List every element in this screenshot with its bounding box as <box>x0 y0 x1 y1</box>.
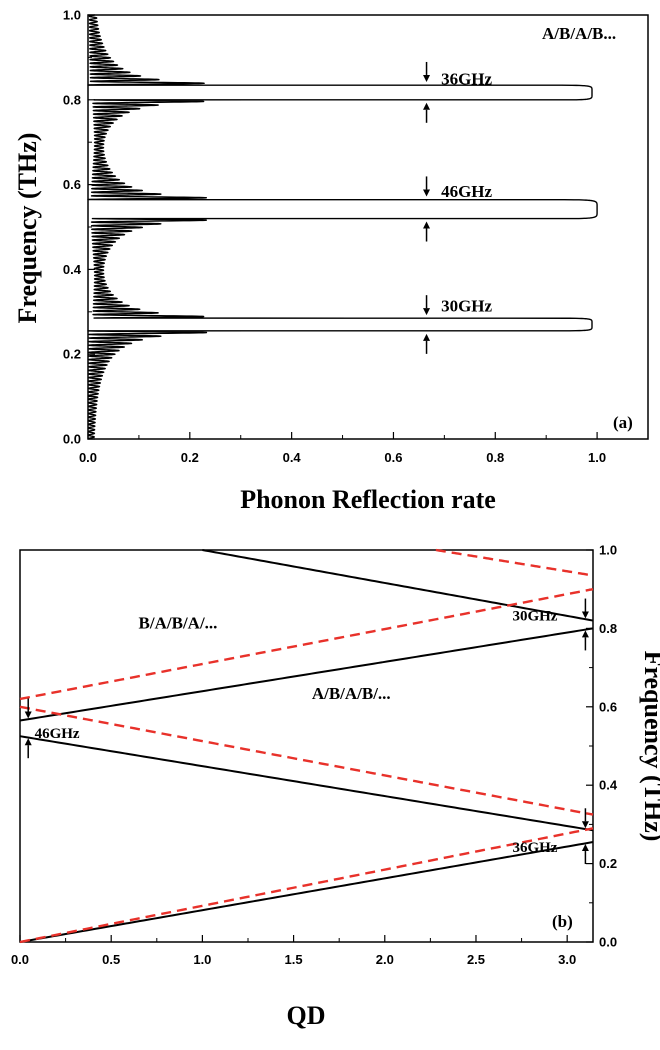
panel-b-branch-solid <box>202 549 594 622</box>
panel-a-x-tick-label: 0.2 <box>181 450 199 465</box>
panel-b-branch-dashed <box>435 548 594 577</box>
panel-a-label: (a) <box>613 413 633 432</box>
panel-b-branch-dashed <box>19 827 594 944</box>
panel-b-branch-dashed <box>19 588 594 701</box>
panel-b-arrow-36GHz-lower-head <box>581 844 589 852</box>
panel-a-x-ticks: 0.0 0.2 0.4 0.6 0.8 1.0 <box>79 432 649 465</box>
panel-b-x-tick-label: 0.0 <box>11 952 29 967</box>
panel-b-annotation: B/A/B/A/... <box>139 613 218 632</box>
panel-a-y-tick-label: 0.6 <box>63 177 81 192</box>
panel-a-y-tick-label: 0.2 <box>63 347 81 362</box>
panel-b-x-tick-label: 1.0 <box>193 952 211 967</box>
panel-a-reflection-curve <box>87 14 598 440</box>
panel-a-arrow-46GHz-upper <box>423 176 431 197</box>
panel-b-x-tick-label: 3.0 <box>558 952 576 967</box>
panel-b-y-ticks: 0.0 0.2 0.4 0.6 0.8 1.0 <box>586 543 618 950</box>
panel-a-annotations: 36GHz 46GHz 30GHz <box>441 70 492 316</box>
panel-b-branch-solid <box>19 841 594 943</box>
panel-a-y-tick-label: 1.0 <box>63 8 81 23</box>
panel-b-label: (b) <box>552 912 573 931</box>
panel-b-dispersion-chart: 0.0 0.2 0.4 0.6 0.8 1.0 0.0 0.5 1.0 1.5 2.0 2.5 3.0… <box>11 543 660 1031</box>
panel-b-arrow-46GHz-upper-head <box>24 711 32 719</box>
panel-a-arrow-36GHz-lower <box>423 102 431 123</box>
panel-b-x-axis-title: QD <box>287 1001 326 1030</box>
panel-a-reflection-chart: 0.0 0.2 0.4 0.6 0.8 1.0 0.0 0.2 0.4 0.6 0.8 1.0 36… <box>13 8 649 514</box>
panel-a-arrow-46GHz-lower <box>423 221 431 242</box>
panel-b-x-tick-label: 2.5 <box>467 952 485 967</box>
panel-a-plot-frame <box>87 14 649 440</box>
panel-b-x-tick-label: 2.0 <box>376 952 394 967</box>
panel-a-arrow-46GHz-lower-head <box>423 221 431 229</box>
panel-b-y-axis-title: Frequency (THz) <box>639 651 660 842</box>
panel-b-annotation: 46GHz <box>35 726 80 742</box>
panel-a-arrows <box>423 61 431 354</box>
panel-b-dispersion-series <box>19 548 594 944</box>
panel-b-annotations: B/A/B/A/... A/B/A/B/... 46GHz 30GHz 36GHz <box>35 609 558 856</box>
panel-a-arrow-30GHz-lower <box>423 333 431 354</box>
panel-a-x-tick-label: 0.8 <box>486 450 504 465</box>
panel-b-annotation: 36GHz <box>512 840 557 856</box>
panel-b-y-tick-label: 0.2 <box>599 856 617 871</box>
panel-b-y-tick-label: 1.0 <box>599 543 617 558</box>
panel-a-y-tick-label: 0.4 <box>63 262 82 277</box>
panel-a-legend-text: A/B/A/B... <box>542 24 616 43</box>
panel-b-arrows <box>24 598 589 865</box>
panel-b-arrow-30GHz-lower-head <box>581 630 589 638</box>
panel-b-x-tick-label: 0.5 <box>102 952 120 967</box>
panel-b-annotation: 30GHz <box>512 609 557 625</box>
panel-b-branch-dashed <box>19 705 594 816</box>
panel-b-annotation: A/B/A/B/... <box>312 684 391 703</box>
panel-b-arrow-36GHz-upper-head <box>581 821 589 829</box>
panel-a-y-axis-title: Frequency (THz) <box>13 133 42 324</box>
panel-a-annotation: 46GHz <box>441 182 492 201</box>
panel-b-y-tick-label: 0.8 <box>599 621 617 636</box>
panel-a-y-ticks: 0.0 0.2 0.4 0.6 0.8 1.0 <box>63 8 95 447</box>
panel-b-arrow-30GHz-upper <box>581 598 589 619</box>
panel-a-arrow-36GHz-upper-head <box>423 74 431 82</box>
panel-a-x-tick-label: 0.4 <box>283 450 302 465</box>
panel-b-y-tick-label: 0.6 <box>599 699 617 714</box>
panel-a-x-axis-title: Phonon Reflection rate <box>240 485 496 514</box>
panel-b-x-ticks: 0.0 0.5 1.0 1.5 2.0 2.5 3.0 <box>11 935 576 967</box>
panel-b-arrow-36GHz-lower <box>581 844 589 865</box>
panel-b-x-tick-label: 1.5 <box>285 952 303 967</box>
panel-b-y-tick-label: 0.4 <box>599 778 618 793</box>
panel-a-arrow-36GHz-upper <box>423 61 431 82</box>
panel-a-arrow-30GHz-upper <box>423 295 431 316</box>
panel-a-y-tick-label: 0.0 <box>63 432 81 447</box>
panel-a-arrow-30GHz-lower-head <box>423 333 431 341</box>
panel-a-arrow-30GHz-upper-head <box>423 308 431 316</box>
panel-b-y-tick-label: 0.0 <box>599 935 617 950</box>
panel-b-arrow-30GHz-lower <box>581 630 589 651</box>
panel-a-annotation: 30GHz <box>441 296 492 315</box>
panel-b-branch-solid <box>19 627 594 722</box>
panel-a-x-tick-label: 0.0 <box>79 450 97 465</box>
panel-a-annotation: 36GHz <box>441 70 492 89</box>
panel-b-arrow-46GHz-upper <box>24 698 32 719</box>
panel-b-arrow-36GHz-upper <box>581 808 589 829</box>
panel-a-y-tick-label: 0.8 <box>63 92 81 107</box>
panel-b-branch-solid <box>19 735 594 832</box>
panel-a-x-tick-label: 1.0 <box>588 450 606 465</box>
panel-a-reflection-series <box>87 14 598 440</box>
panel-a-x-tick-label: 0.6 <box>384 450 402 465</box>
panel-b-arrow-46GHz-lower-head <box>24 738 32 746</box>
panel-b-plot-frame <box>19 549 594 943</box>
panel-a-arrow-46GHz-upper-head <box>423 189 431 197</box>
panel-a-arrow-36GHz-lower-head <box>423 102 431 110</box>
panel-b-arrow-30GHz-upper-head <box>581 611 589 619</box>
panel-b-arrow-46GHz-lower <box>24 738 32 759</box>
